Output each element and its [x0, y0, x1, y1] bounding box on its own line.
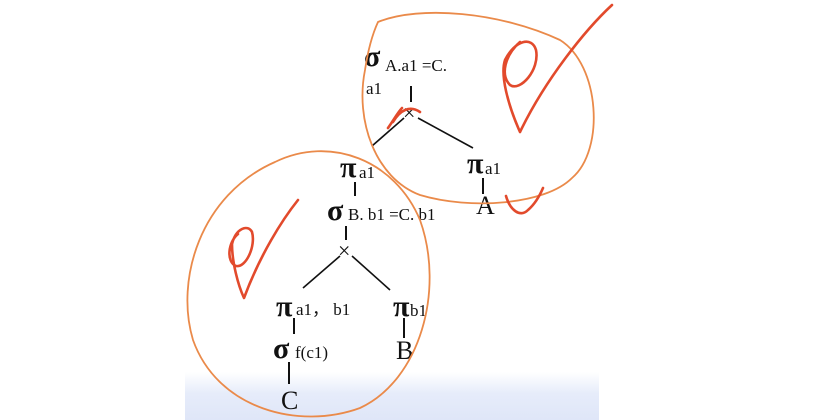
edge-mid-join-right — [351, 255, 391, 291]
edge-select-join — [345, 226, 347, 240]
relation-c: C — [281, 386, 299, 415]
edge-select-c — [288, 362, 290, 384]
check-mark-top — [502, 3, 614, 134]
check-mark-small — [504, 186, 545, 215]
edge-top-join-right — [417, 117, 474, 149]
edge-project-a — [482, 178, 484, 194]
top-select-condition-wrap: a1 — [366, 79, 383, 98]
edge-project-b — [403, 318, 405, 338]
select-f-condition: f(c1) — [295, 343, 329, 362]
mid-project-a1-attr: a1 — [359, 163, 376, 182]
mid-join-symbol: × — [338, 238, 351, 263]
project-b1-symbol: π — [393, 290, 410, 323]
top-join-symbol: × — [403, 100, 416, 125]
edge-project-select — [354, 182, 356, 196]
mid-select-condition: B. b1 =C. b1 — [348, 205, 436, 224]
relation-a: A — [476, 191, 495, 220]
circle-top-subtree — [361, 11, 595, 205]
edge-top-select-join — [410, 86, 412, 102]
check-mark-bottom — [228, 198, 300, 300]
edge-mid-join-left — [302, 255, 341, 289]
mid-select-symbol: σ — [327, 194, 344, 227]
edge-top-join-left — [371, 117, 405, 147]
join-strike-mark — [386, 106, 422, 130]
project-a1-b1-attr: a1， b1 — [296, 300, 351, 319]
edge-project-selectf — [293, 318, 295, 334]
circle-bottom-subtree — [186, 150, 431, 418]
bottom-fade — [185, 372, 599, 420]
project-a1-b1-symbol: π — [276, 290, 293, 323]
top-select-condition: A.a1 =C. — [385, 56, 447, 75]
project-b1-attr: b1 — [410, 301, 427, 320]
top-project-a1-attr: a1 — [485, 159, 502, 178]
relation-b: B — [396, 336, 414, 365]
top-project-a1-symbol: π — [467, 147, 484, 180]
mid-project-a1-symbol: π — [340, 151, 357, 184]
select-f-symbol: σ — [273, 332, 290, 365]
